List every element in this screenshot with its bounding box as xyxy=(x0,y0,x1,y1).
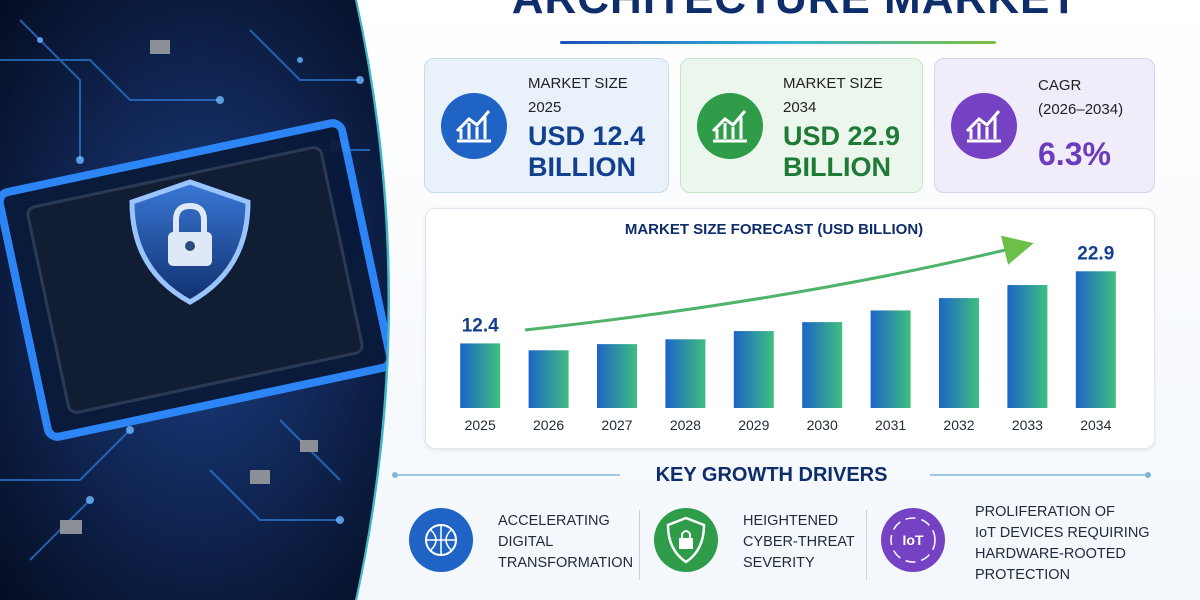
x-tick-label: 2033 xyxy=(1012,417,1043,433)
card-label: MARKET SIZE xyxy=(528,75,628,92)
x-tick-label: 2025 xyxy=(465,417,496,433)
chart: MARKET SIZE FORECAST (USD BILLION) 2025 1… xyxy=(460,221,1116,433)
driver-line: PROTECTION xyxy=(975,567,1071,583)
data-label: 12.4 xyxy=(462,315,499,336)
trend-arrow xyxy=(524,235,1034,332)
driver-line: HEIGHTENED xyxy=(743,513,839,529)
driver-line: CYBER-THREAT xyxy=(743,534,855,550)
separator xyxy=(866,510,867,580)
title: ARCHITECTURE MARKET xyxy=(390,0,1200,24)
bar xyxy=(1007,285,1048,408)
hero-image xyxy=(0,0,390,600)
x-tick-label: 2027 xyxy=(601,417,632,433)
icon xyxy=(441,93,507,159)
data-label: 22.9 xyxy=(1077,243,1114,264)
card-value: 6.3% xyxy=(1038,136,1111,172)
bar xyxy=(802,322,843,408)
driver-line: PROLIFERATION OF xyxy=(975,504,1115,520)
card-label: MARKET SIZE xyxy=(783,75,883,92)
card: MARKET SIZE 2034 USD 22.9 BILLION xyxy=(680,58,923,193)
icon xyxy=(697,93,763,159)
x-tick-label: 2026 xyxy=(533,417,564,433)
chart-title: MARKET SIZE FORECAST (USD BILLION) xyxy=(625,221,923,238)
driver: PROLIFERATION OF IoT DEVICES REQUIRING HAR… xyxy=(975,502,1150,586)
card: CAGR (2026–2034) 6.3% xyxy=(934,58,1155,193)
card-period: 2025 xyxy=(528,99,562,116)
driver-line: DIGITAL xyxy=(498,534,554,550)
x-tick-label: 2034 xyxy=(1080,417,1111,433)
bar xyxy=(597,344,637,408)
x-tick-label: 2030 xyxy=(807,417,838,433)
x-tick-label: 2032 xyxy=(943,417,974,433)
bar xyxy=(665,339,706,408)
card-label: CAGR xyxy=(1038,77,1082,94)
bar xyxy=(1075,271,1116,408)
driver-line: IoT DEVICES REQUIRING xyxy=(975,525,1150,541)
driver-line: TRANSFORMATION xyxy=(498,555,634,571)
separator xyxy=(639,510,640,580)
x-tick-label: 2031 xyxy=(875,417,906,433)
driver-line: SEVERITY xyxy=(743,555,815,571)
bar xyxy=(460,343,501,408)
card-period: 2034 xyxy=(783,99,817,116)
bar xyxy=(939,298,979,408)
x-tick-label: 2029 xyxy=(738,417,769,433)
svg-text:IoT: IoT xyxy=(903,532,924,548)
card-unit: BILLION xyxy=(528,152,636,182)
card-value: USD 12.4 xyxy=(528,121,646,151)
bar xyxy=(528,350,569,408)
driver-line: HARDWARE-ROOTED xyxy=(975,546,1126,562)
x-tick-label: 2028 xyxy=(670,417,701,433)
driver: HEIGHTENED CYBER-THREAT SEVERITY xyxy=(743,511,855,574)
bar xyxy=(870,310,911,408)
driver: ACCELERATING DIGITAL TRANSFORMATION xyxy=(498,511,633,574)
card-value: USD 22.9 xyxy=(783,121,901,151)
card: MARKET SIZE 2025 USD 12.4 BILLION xyxy=(424,58,669,193)
card-unit: BILLION xyxy=(783,152,891,182)
icon xyxy=(951,93,1017,159)
driver-line: ACCELERATING xyxy=(498,513,610,529)
drivers-title: KEY GROWTH DRIVERS xyxy=(655,464,888,486)
bar xyxy=(733,331,774,408)
card-period: (2026–2034) xyxy=(1038,101,1124,118)
title-rule xyxy=(560,41,996,44)
